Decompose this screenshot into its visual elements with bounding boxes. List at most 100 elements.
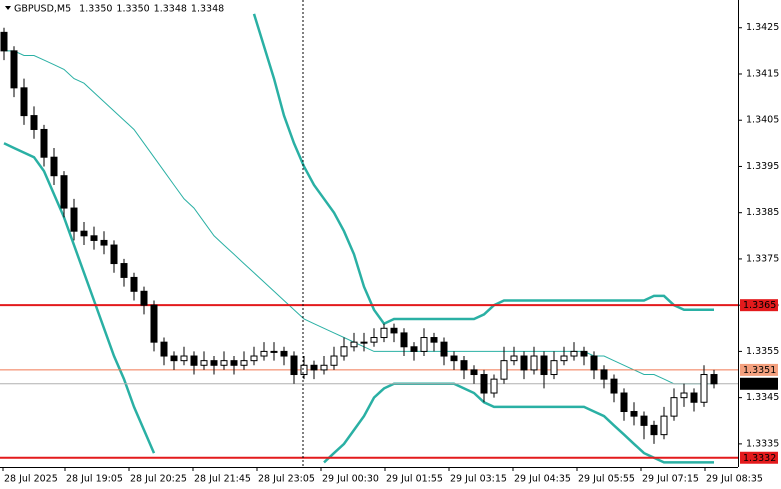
x-tick-label: 29 Jul 03:15 bbox=[450, 474, 507, 485]
candle-body bbox=[220, 360, 228, 366]
y-tick-label: 1.3355 bbox=[746, 346, 779, 357]
candle-body bbox=[580, 350, 588, 357]
candle-body bbox=[650, 424, 658, 436]
candle-body bbox=[190, 355, 198, 366]
header-value: 1.3350 bbox=[79, 4, 112, 15]
candle-body bbox=[400, 332, 408, 348]
y-tick-label: 1.3385 bbox=[746, 207, 779, 218]
candle-body bbox=[230, 360, 238, 366]
plot-area bbox=[0, 13, 738, 464]
candle-body bbox=[330, 355, 338, 366]
menu-triangle[interactable] bbox=[5, 6, 11, 10]
candle-body bbox=[80, 230, 88, 237]
candle-body bbox=[290, 355, 298, 376]
candle-body bbox=[560, 355, 568, 362]
candle-body bbox=[160, 341, 168, 357]
axes: 1.3335 1.3345 1.3355 1.3365 1.3375 1.3385 1.33… bbox=[2, 22, 779, 485]
level-label-box bbox=[740, 363, 778, 376]
candle-body bbox=[90, 235, 98, 241]
level-label-box bbox=[740, 377, 778, 390]
candle-body bbox=[280, 350, 288, 357]
candle-body bbox=[450, 355, 458, 362]
candle-body bbox=[100, 239, 108, 246]
candle-body bbox=[270, 350, 278, 353]
candle-body bbox=[200, 360, 208, 366]
x-tick-label: 28 Jul 23:05 bbox=[258, 474, 315, 485]
level-label-box bbox=[740, 299, 778, 312]
band-lower bbox=[3, 142, 156, 454]
y-tick-label: 1.3425 bbox=[746, 22, 779, 33]
candle-body bbox=[380, 327, 388, 339]
candle-body bbox=[50, 156, 58, 177]
candle-body bbox=[590, 355, 598, 371]
candle-body bbox=[490, 378, 498, 394]
candle-body bbox=[170, 355, 178, 362]
y-tick-label: 1.3375 bbox=[746, 253, 779, 264]
candle-body bbox=[640, 415, 648, 426]
header-value: 1.3348 bbox=[154, 4, 187, 15]
level-label: 1.3365 bbox=[743, 300, 776, 311]
candle-body bbox=[350, 341, 358, 348]
candle-body bbox=[510, 355, 518, 362]
candle-body bbox=[40, 128, 48, 158]
candle-body bbox=[680, 392, 688, 399]
x-tick-label: 29 Jul 05:55 bbox=[578, 474, 635, 485]
candle-body bbox=[500, 360, 508, 380]
candle-body bbox=[320, 364, 328, 371]
candle-body bbox=[430, 337, 438, 343]
x-tick-label: 28 Jul 2025 bbox=[4, 474, 58, 485]
candle-body bbox=[300, 364, 308, 376]
y-tick-label: 1.3335 bbox=[746, 438, 779, 449]
candle-body bbox=[440, 341, 448, 357]
candle-body bbox=[530, 355, 538, 371]
x-tick-label: 29 Jul 01:55 bbox=[386, 474, 443, 485]
candle-body bbox=[310, 364, 318, 371]
candle-body bbox=[460, 360, 468, 371]
candle-body bbox=[480, 374, 488, 394]
candle-body bbox=[140, 290, 148, 306]
band-lower bbox=[323, 382, 714, 464]
y-tick-label: 1.3395 bbox=[746, 161, 779, 172]
candle-body bbox=[70, 207, 78, 232]
candle-body bbox=[130, 276, 138, 292]
candle-body bbox=[10, 50, 18, 89]
candle-body bbox=[600, 369, 608, 380]
candle-body bbox=[60, 175, 68, 209]
candle-body bbox=[110, 244, 118, 265]
candle-body bbox=[520, 355, 528, 371]
candle-body bbox=[20, 87, 28, 117]
candle-body bbox=[690, 392, 698, 403]
level-label: 1.3348 bbox=[743, 379, 776, 390]
x-tick-label: 28 Jul 20:25 bbox=[130, 474, 187, 485]
candle-body bbox=[150, 304, 158, 343]
candle-body bbox=[260, 350, 268, 357]
level-label-box bbox=[740, 451, 778, 464]
x-tick-label: 29 Jul 00:30 bbox=[322, 474, 379, 485]
candle-body bbox=[340, 346, 348, 357]
symbol: GBPUSD,M5 bbox=[14, 4, 71, 15]
level-label: 1.3351 bbox=[743, 365, 776, 376]
candle-body bbox=[710, 374, 718, 385]
y-tick-label: 1.3405 bbox=[746, 115, 779, 126]
y-tick-label: 1.3415 bbox=[746, 68, 779, 79]
candle-body bbox=[660, 415, 668, 436]
x-tick-label: 28 Jul 21:45 bbox=[194, 474, 251, 485]
candle-body bbox=[550, 360, 558, 376]
candle-body bbox=[120, 263, 128, 278]
header-values: 1.3350 1.3350 1.3348 1.3348 bbox=[79, 4, 224, 15]
candle-body bbox=[210, 360, 218, 366]
header-value: 1.3350 bbox=[116, 4, 149, 15]
x-tick-label: 29 Jul 08:35 bbox=[706, 474, 763, 485]
candle-body bbox=[390, 327, 398, 334]
candle-body bbox=[670, 397, 678, 417]
candle-body bbox=[610, 378, 618, 394]
candle-body bbox=[620, 392, 628, 413]
band-upper bbox=[252, 13, 714, 326]
candle-body bbox=[540, 355, 548, 376]
candle-body bbox=[570, 350, 578, 357]
candle-body bbox=[420, 337, 428, 352]
candle-body bbox=[370, 337, 378, 343]
candle-body bbox=[700, 374, 708, 403]
